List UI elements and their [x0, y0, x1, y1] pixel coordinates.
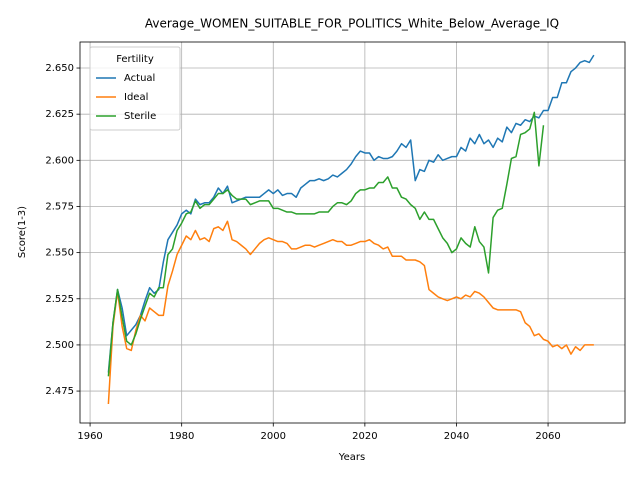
axes-frame	[79, 41, 626, 424]
y-tick-label: 2.650	[45, 63, 74, 74]
x-tick-label: 1980	[169, 431, 194, 442]
y-tick-label: 2.550	[45, 248, 74, 259]
y-tick-label: 2.575	[45, 201, 74, 212]
x-axis-label: Years	[338, 452, 365, 463]
x-tick-label: 2040	[444, 431, 469, 442]
legend-label: Ideal	[124, 92, 148, 103]
y-tick-label: 2.600	[45, 155, 74, 166]
line-series	[107, 220, 594, 405]
legend-label: Actual	[124, 73, 155, 84]
legend-box	[89, 46, 181, 131]
line-series	[107, 111, 545, 377]
y-tick-label: 2.475	[45, 386, 74, 397]
legend: Fertility Actual Ideal Sterile	[89, 46, 181, 131]
x-tick-label: 1960	[77, 431, 102, 442]
y-tick-label: 2.625	[45, 109, 74, 120]
x-tick-label: 2060	[535, 431, 560, 442]
x-tick-label: 2000	[261, 431, 286, 442]
y-tick-label: 2.525	[45, 294, 74, 305]
legend-title: Fertility	[116, 54, 154, 65]
x-tick-label: 2020	[352, 431, 377, 442]
legend-label: Sterile	[124, 111, 156, 122]
chart-title: Average_WOMEN_SUITABLE_FOR_POLITICS_Whit…	[145, 17, 559, 31]
y-tick-label: 2.500	[45, 340, 74, 351]
y-axis-label: Score(1-3)	[17, 206, 28, 258]
